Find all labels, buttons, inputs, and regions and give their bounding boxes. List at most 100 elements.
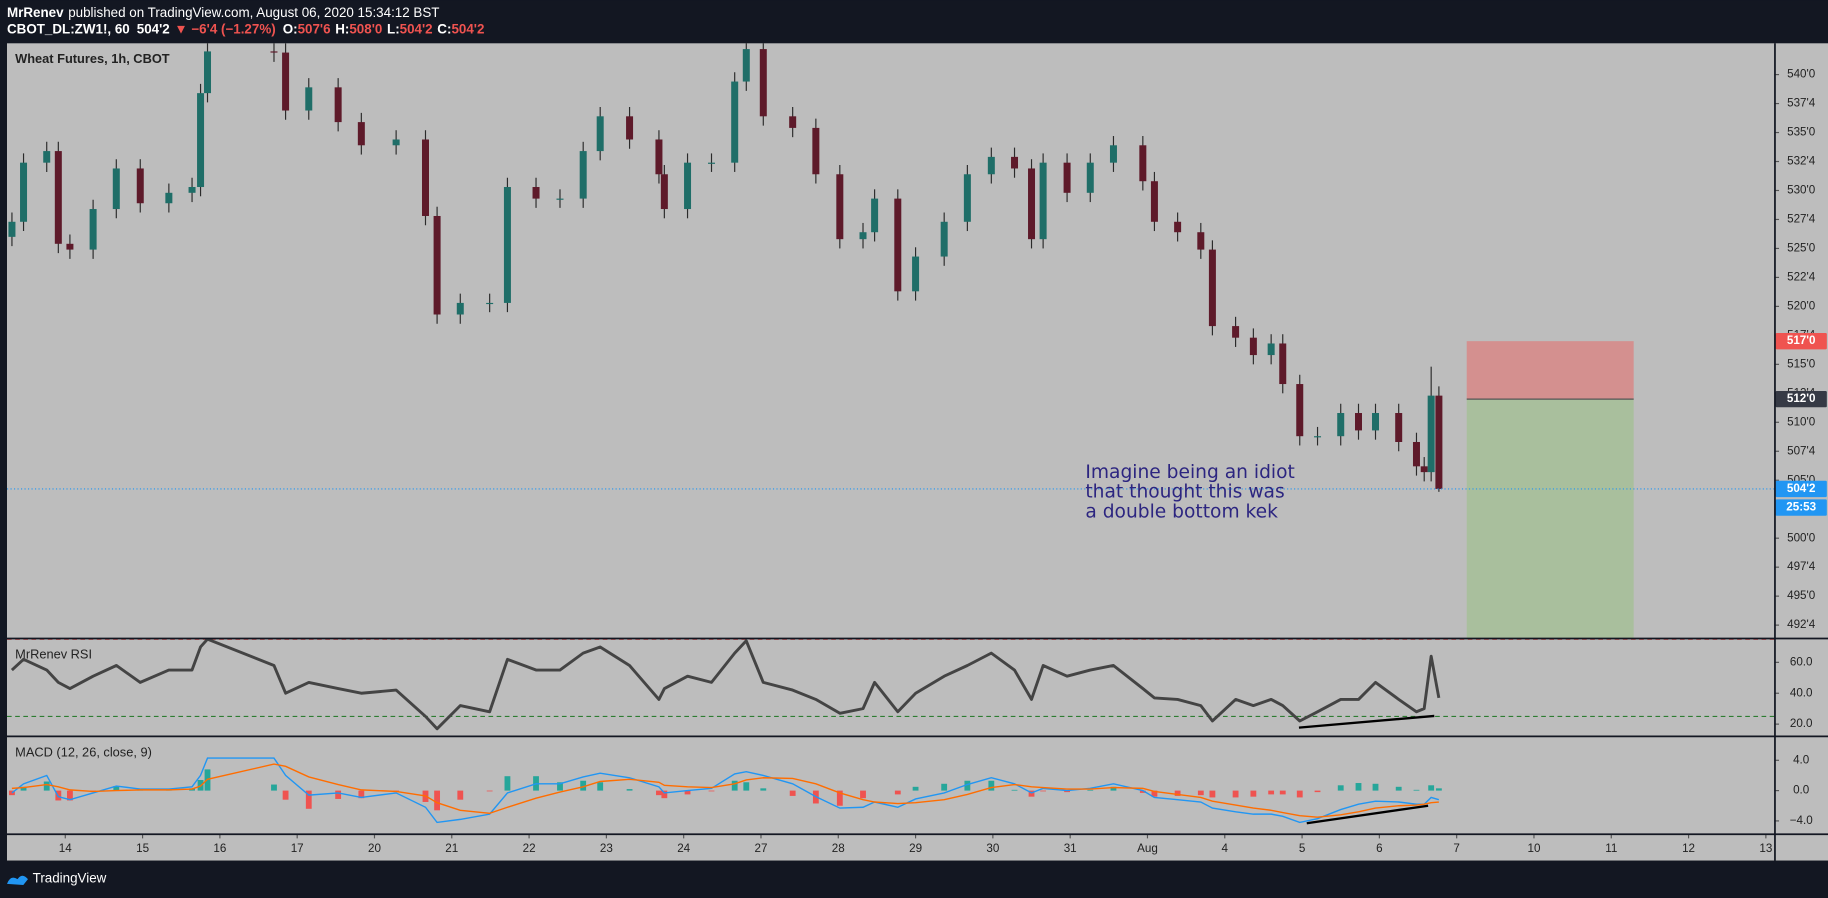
symbol: CBOT_DL:ZW1!, 60 (7, 21, 130, 36)
histogram-bar (1395, 786, 1402, 791)
candle-body (270, 51, 278, 53)
candle-body (421, 139, 429, 216)
histogram-bar (580, 780, 587, 791)
histogram-bar (557, 782, 563, 791)
histogram-bar (1428, 785, 1435, 791)
histogram-bar (67, 790, 73, 801)
histogram-bar (43, 781, 50, 791)
trendline (1298, 714, 1435, 729)
histogram-bar (335, 790, 342, 799)
candle-body (1174, 221, 1182, 233)
candle-body (532, 187, 540, 199)
x-tick-label: 5 (1299, 842, 1305, 855)
signal-line (11, 763, 1439, 818)
axes: 492'4495'0497'4500'0502'4505'0507'4510'0… (6, 43, 1828, 861)
candle-body (684, 162, 692, 210)
histogram-bar (684, 790, 691, 795)
histogram-bar (964, 780, 971, 791)
entry-badge (1775, 390, 1827, 408)
histogram-bar (860, 790, 866, 799)
candle-body (1039, 162, 1047, 240)
candle-body (1355, 413, 1362, 431)
entry-label: 512'0 (1787, 392, 1816, 405)
y-tick-label: 515'0 (1787, 357, 1816, 370)
y-tick-label: 492'4 (1787, 618, 1816, 631)
y-tick-label: 537'4 (1787, 97, 1816, 110)
candle-body (8, 221, 16, 237)
candle-body (987, 156, 995, 175)
histogram-bar (661, 790, 668, 799)
histogram-bar (1174, 790, 1181, 796)
x-tick-label: 15 (136, 842, 149, 855)
histogram-bar (597, 782, 604, 791)
candle-body (836, 174, 844, 240)
y-tick-label: 497'4 (1787, 560, 1816, 573)
candle-body (54, 151, 62, 244)
candle-body (357, 122, 365, 146)
candle-body (197, 93, 205, 188)
candle-body (20, 162, 28, 222)
candle-body (579, 151, 587, 199)
x-tick-label: 31 (1064, 842, 1077, 855)
y-tick-label: 40.0 (1790, 686, 1813, 699)
candle-body (1420, 466, 1428, 473)
annotation: Imagine being an idiot (1085, 462, 1294, 483)
histogram-bar (1139, 790, 1146, 793)
x-tick-label: 24 (677, 842, 690, 855)
x-tick-label: 29 (909, 842, 922, 855)
candle-body (655, 139, 663, 175)
stop-badge (1775, 332, 1827, 350)
header-line: MrRenev published on TradingView.com, Aug… (7, 5, 439, 20)
x-tick-label: 21 (445, 842, 458, 855)
price-pane (6, 43, 1775, 638)
candle-body (1435, 395, 1443, 489)
candle-body (89, 209, 97, 250)
candle-body (660, 174, 668, 210)
countdown: 25:53 (1786, 501, 1816, 514)
histogram-bar (1209, 790, 1216, 798)
candle-body (1011, 156, 1019, 169)
histogram-bar (1413, 789, 1420, 791)
histogram-bar (1197, 790, 1204, 796)
candle-body (1208, 249, 1216, 327)
histogram-bar (1151, 790, 1158, 797)
candle-body (1279, 343, 1287, 385)
candle-body (1427, 395, 1435, 473)
histogram-bar (434, 790, 441, 811)
x-tick-label: 4 (1222, 842, 1229, 855)
histogram-bar (1279, 790, 1286, 795)
candle-body (433, 215, 441, 315)
candle-body (392, 139, 400, 146)
x-tick-label: 6 (1376, 842, 1382, 855)
published: published on TradingView.com, August 06,… (68, 5, 439, 20)
target-zone (1466, 399, 1634, 638)
x-tick-label: 28 (832, 842, 845, 855)
histogram-bar (941, 783, 948, 791)
candle-body (1267, 343, 1275, 356)
candle-body (859, 232, 867, 240)
y-tick-label: 500'0 (1787, 531, 1816, 544)
histogram-bar (282, 790, 289, 800)
candle-body (1395, 413, 1403, 442)
histogram-bar (113, 786, 120, 791)
x-tick-label: 22 (523, 842, 536, 855)
macd-pane-title: MACD (12, 26, close, 9) (15, 745, 152, 760)
change: ▼ −6'4 (−1.27%) (174, 21, 275, 36)
ohlc-value: 504'2 (400, 21, 433, 36)
histogram-bar (1064, 790, 1070, 793)
y-tick-label: 522'4 (1787, 270, 1816, 283)
histogram-bar (626, 789, 633, 791)
histogram-bar (1040, 790, 1047, 792)
candle-body (940, 221, 948, 257)
candle-body (1232, 326, 1240, 338)
histogram-bar (1087, 789, 1094, 791)
macd-pane (9, 757, 1442, 825)
candle-body (556, 198, 564, 200)
candle-body (204, 51, 212, 94)
histogram-bar (1435, 788, 1442, 791)
x-tick-label: 17 (291, 842, 304, 855)
y-tick-label: 532'4 (1787, 155, 1816, 168)
candle-body (759, 49, 767, 117)
histogram-bar (988, 780, 995, 791)
